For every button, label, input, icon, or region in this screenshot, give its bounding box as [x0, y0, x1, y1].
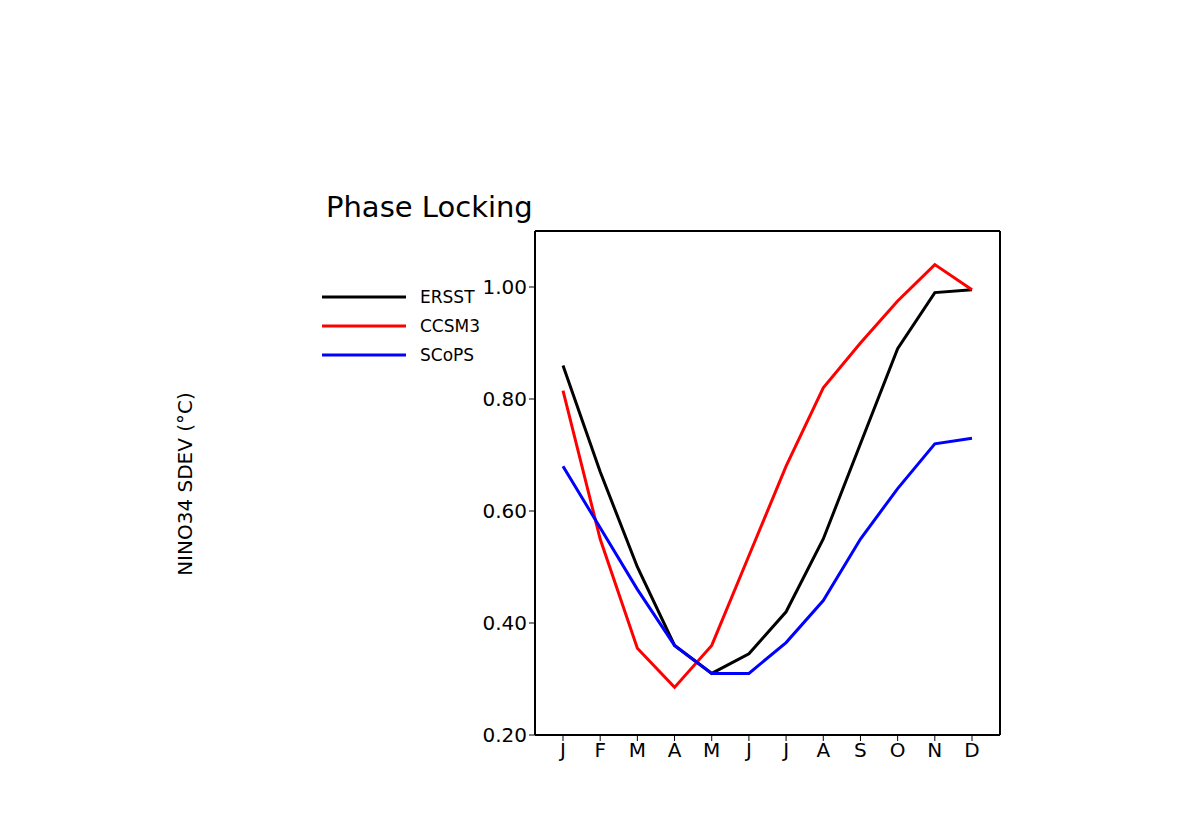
svg-text:0.40: 0.40 — [482, 611, 527, 635]
html-text:SCoPS: SCoPS — [420, 344, 475, 365]
svg-text:J: J — [781, 738, 789, 762]
svg-text:0.60: 0.60 — [482, 499, 527, 523]
svg-text:D: D — [964, 738, 979, 762]
html-text:CCSM3: CCSM3 — [420, 315, 480, 336]
html-text:Phase Locking: Phase Locking — [326, 190, 533, 224]
svg-text:0.20: 0.20 — [482, 723, 527, 747]
svg-text:M: M — [703, 738, 720, 762]
svg-text:O: O — [890, 738, 906, 762]
svg-text:A: A — [668, 738, 682, 762]
html-text:NINO34 SDEV (°C): NINO34 SDEV (°C) — [173, 392, 197, 576]
svg-text:N: N — [927, 738, 942, 762]
svg-text:0.80: 0.80 — [482, 387, 527, 411]
svg-text:1.00: 1.00 — [482, 275, 527, 299]
svg-text:F: F — [594, 738, 606, 762]
html-text:ERSST: ERSST — [420, 286, 475, 307]
svg-text:J: J — [744, 738, 752, 762]
svg-text:S: S — [854, 738, 867, 762]
svg-text:A: A — [816, 738, 830, 762]
svg-text:J: J — [558, 738, 566, 762]
svg-text:M: M — [629, 738, 646, 762]
